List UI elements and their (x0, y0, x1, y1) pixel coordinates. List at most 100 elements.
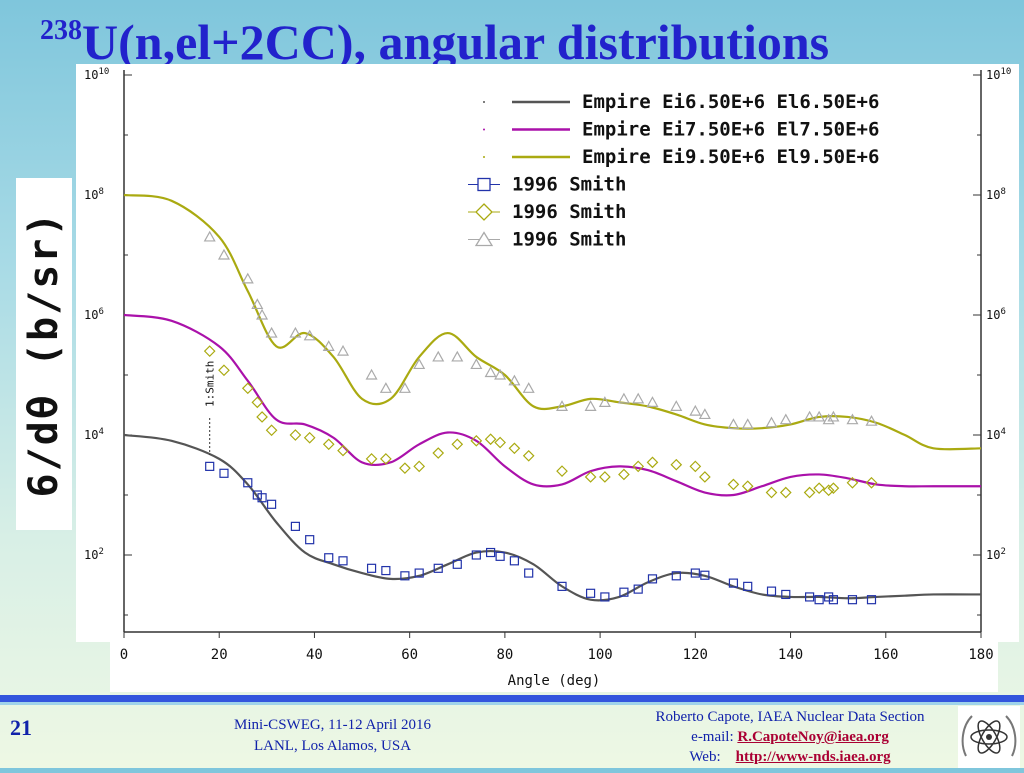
data-point (866, 595, 877, 605)
data-point (336, 344, 350, 356)
data-point (219, 468, 229, 478)
legend-marker (475, 203, 493, 221)
data-point (557, 581, 567, 591)
data-point (865, 414, 878, 426)
data-point (822, 413, 835, 425)
y-axis-label-box: 6/dθ (b/sr) (16, 178, 72, 530)
chart: 0 20 40 60 80 100 120 140 160 180 1010 1010 108 108 10… (84, 67, 1012, 692)
atom-icon (961, 715, 1017, 757)
x-tick-label: 60 (401, 647, 418, 663)
data-point (218, 364, 230, 377)
footer-divider (0, 695, 1024, 702)
data-point (365, 453, 378, 465)
data-point (413, 358, 426, 370)
data-point (451, 350, 464, 362)
email-link[interactable]: R.CapoteNoy@iaea.org (737, 729, 889, 745)
data-point (632, 392, 645, 404)
data-point (398, 382, 411, 393)
data-point (256, 411, 268, 423)
data-point (324, 553, 334, 563)
data-point (203, 230, 216, 242)
data-point (203, 345, 216, 357)
data-point (646, 456, 659, 469)
legend: Empire Ei6.50E+6 El6.50E+6 Empire Ei7.50E… (468, 91, 879, 251)
legend-marker (474, 231, 494, 247)
data-point (380, 453, 392, 465)
series-1 (123, 313, 981, 497)
data-point (765, 416, 778, 428)
email-prefix: e-mail: (691, 729, 738, 745)
data-point (803, 486, 816, 499)
data-point (217, 248, 231, 260)
data-point (494, 436, 506, 449)
legend-dot (483, 128, 485, 131)
data-point (241, 272, 254, 284)
axes-ticks: 0 20 40 60 80 100 120 140 160 180 1010 1010 108 108 10… (84, 67, 1011, 663)
legend-label: Empire Ei7.50E+6 El7.50E+6 (582, 119, 879, 141)
iaea-logo (958, 706, 1020, 768)
data-point (265, 424, 278, 437)
y-tick-label: 102 (84, 547, 104, 562)
data-point (337, 444, 349, 457)
data-point (486, 547, 496, 558)
data-point (251, 396, 264, 409)
data-point (617, 392, 630, 404)
data-point (741, 480, 754, 493)
data-point (828, 595, 839, 605)
data-point (599, 471, 611, 483)
data-point (303, 431, 316, 444)
series-line (123, 313, 981, 497)
x-tick-label: 0 (120, 647, 128, 663)
data-point (813, 410, 826, 422)
y-tick-label-right: 106 (986, 307, 1006, 322)
xaxis-background (110, 642, 998, 692)
footer-divider-light (0, 702, 1024, 705)
data-point (433, 563, 443, 573)
y-tick-label: 1010 (84, 67, 109, 82)
slide-title: 238U(n,el+2CC), angular distributions (40, 0, 980, 73)
web-link[interactable]: http://www-nds.iaea.org (735, 749, 891, 765)
data-point (470, 358, 483, 370)
y-axis-label: 6/dθ (b/sr) (21, 210, 67, 498)
data-point (618, 468, 630, 481)
data-point (765, 486, 778, 499)
data-point (779, 413, 792, 425)
y-tick-label: 104 (84, 427, 104, 442)
data-point (727, 478, 740, 491)
data-point (743, 581, 753, 591)
conference-name: Mini-CSWEG, 11-12 April 2016 (234, 717, 431, 733)
data-point (824, 592, 834, 602)
data-point (432, 350, 445, 362)
data-point (766, 586, 777, 596)
x-tick-label: 100 (587, 647, 612, 663)
y-tick-label-right: 102 (986, 547, 1006, 562)
data-point (452, 559, 462, 569)
x-tick-label: 120 (683, 647, 708, 663)
data-point (257, 493, 267, 503)
author-name: Roberto Capote, IAEA Nuclear Data Sectio… (655, 709, 925, 725)
data-point (699, 471, 711, 483)
data-point (322, 438, 335, 451)
series-4 (203, 345, 878, 499)
legend-label: Empire Ei6.50E+6 El6.50E+6 (582, 91, 879, 113)
data-point (670, 458, 683, 471)
legend-dot (483, 101, 485, 103)
data-point (399, 462, 411, 475)
data-point (322, 340, 335, 351)
data-point (556, 465, 568, 477)
series-3 (205, 461, 877, 605)
data-point (241, 382, 254, 395)
data-point (289, 429, 302, 441)
legend-label: 1996 Smith (512, 201, 626, 223)
data-point (822, 484, 835, 497)
y-tick-label: 106 (84, 307, 104, 322)
series-layer (123, 193, 982, 605)
data-point (827, 482, 840, 495)
x-tick-label: 40 (306, 647, 323, 663)
web-line: Web: http://www-nds.iaea.org (620, 747, 960, 767)
data-point (509, 556, 520, 566)
data-point (400, 571, 410, 581)
data-point (727, 418, 740, 430)
data-point (451, 438, 464, 451)
data-point (689, 460, 702, 473)
